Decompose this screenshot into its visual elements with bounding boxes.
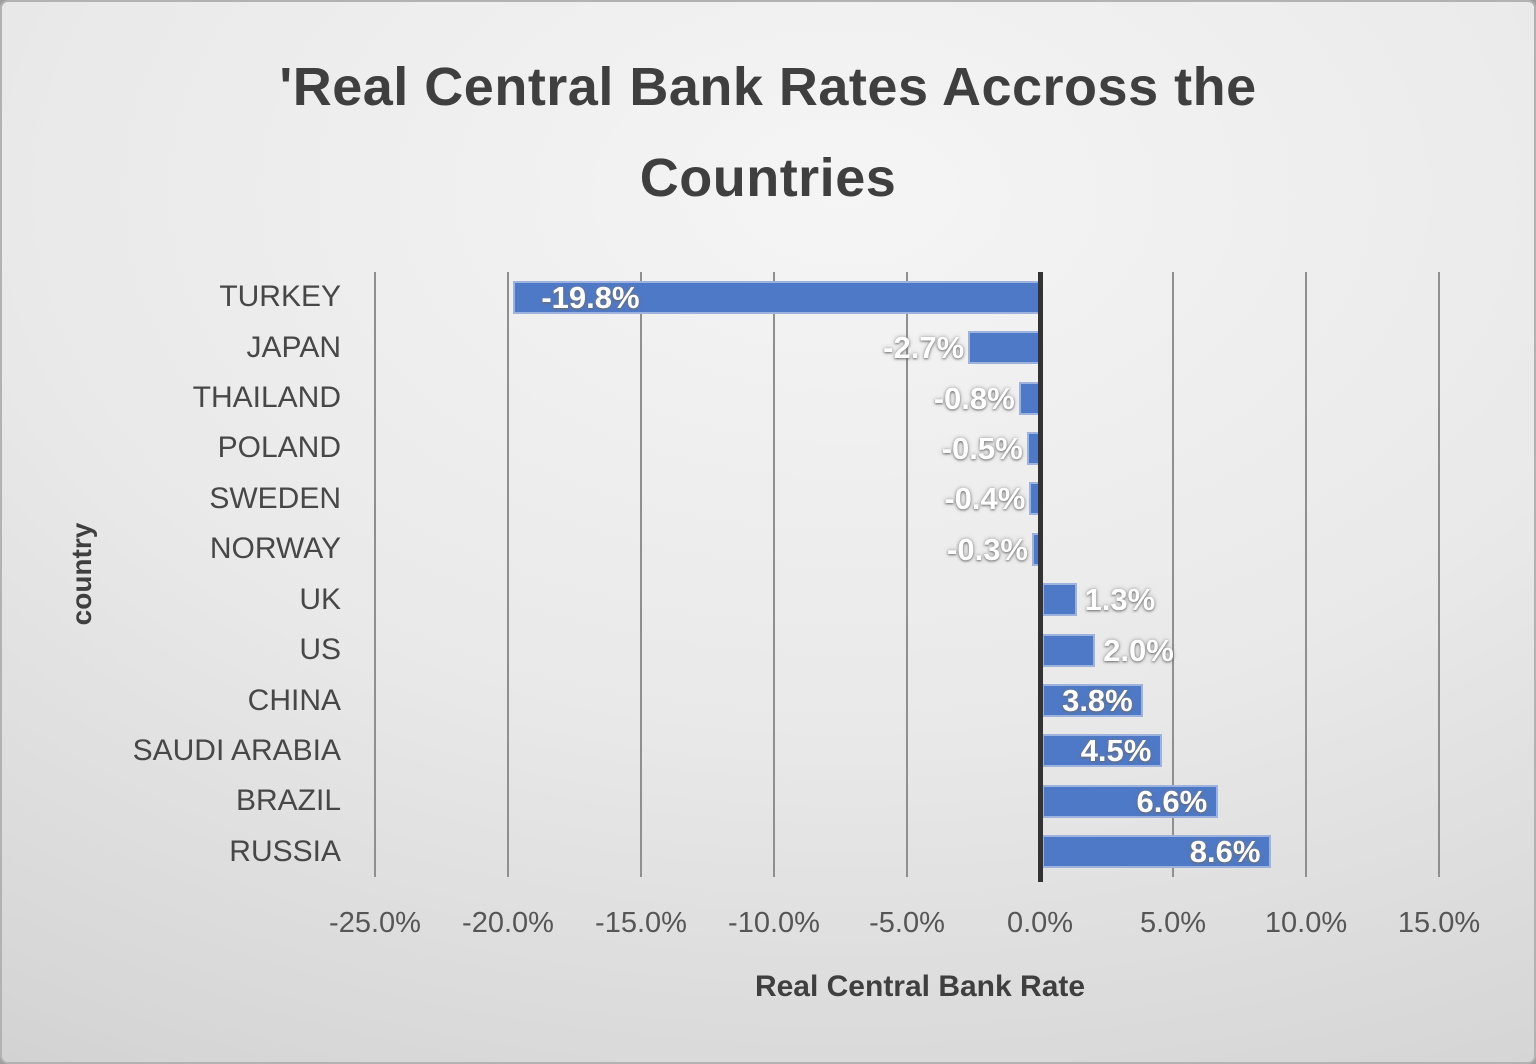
x-tick-label: 5.0% <box>1139 907 1207 939</box>
category-label: RUSSIA <box>229 834 341 868</box>
bar-value-label: 8.6% <box>1189 834 1261 870</box>
bar-value-label: -2.7% <box>883 330 965 366</box>
x-tick-label: -5.0% <box>869 907 945 939</box>
category-label: CHINA <box>247 683 341 717</box>
bar-value-label: -0.8% <box>933 380 1015 416</box>
category-label: JAPAN <box>246 330 341 364</box>
gridline <box>640 272 642 877</box>
gridline <box>1438 272 1440 877</box>
x-tick-label: -25.0% <box>329 907 421 939</box>
bar <box>1018 381 1040 415</box>
category-label: POLAND <box>217 431 341 465</box>
bar-value-label: 6.6% <box>1136 783 1208 819</box>
category-axis: TURKEY JAPAN THAILAND POLAND SWEDEN NORWAY UK U… <box>2 272 347 877</box>
category-label: SAUDI ARABIA <box>132 733 341 767</box>
zero-axis-line <box>1038 272 1043 882</box>
gridline <box>1172 272 1174 877</box>
category-label: US <box>299 633 341 667</box>
bar <box>1042 684 1144 718</box>
x-tick-label: -20.0% <box>462 907 554 939</box>
bar-value-label: 4.5% <box>1080 733 1152 769</box>
gridline <box>507 272 509 877</box>
x-axis-title: Real Central Bank Rate <box>754 970 1086 1003</box>
bar-value-label: -19.8% <box>541 279 640 315</box>
category-label: TURKEY <box>219 280 341 314</box>
category-label: BRAZIL <box>235 784 341 818</box>
bar-value-label: 1.3% <box>1084 582 1156 618</box>
gridline <box>773 272 775 877</box>
bar-value-label: -0.3% <box>947 531 1028 567</box>
category-label: THAILAND <box>192 381 341 415</box>
bar-value-label: -0.4% <box>944 481 1026 517</box>
x-tick-label: -15.0% <box>595 907 687 939</box>
bar-value-label: 2.0% <box>1103 632 1174 668</box>
x-tick-label: 10.0% <box>1264 907 1348 939</box>
chart-title-text: 'Real Central Bank Rates Accross the Cou… <box>279 57 1257 208</box>
bar-value-label: 3.8% <box>1062 683 1133 719</box>
x-tick-label: -10.0% <box>728 907 820 939</box>
gridline <box>374 272 376 877</box>
bar <box>968 331 1040 365</box>
bar-value-label: -0.5% <box>941 430 1023 466</box>
plot-area: -19.8% -2.7% -0.8% -0.5% -0.4% -0.3% 1.3% 2.0% 3… <box>374 272 1465 882</box>
bar <box>513 280 1040 314</box>
bar <box>1042 633 1096 667</box>
bar <box>1042 835 1271 869</box>
gridline <box>906 272 908 877</box>
category-label: UK <box>299 582 341 616</box>
bar <box>1042 784 1218 818</box>
bar <box>1042 734 1162 768</box>
category-label: SWEDEN <box>209 481 341 515</box>
chart-title: 'Real Central Bank Rates Accross the Cou… <box>2 42 1534 223</box>
bar <box>1042 583 1077 617</box>
x-tick-label: 15.0% <box>1397 907 1481 939</box>
gridline <box>1305 272 1307 877</box>
category-label: NORWAY <box>209 532 341 566</box>
x-tick-label: 0.0% <box>1006 907 1074 939</box>
